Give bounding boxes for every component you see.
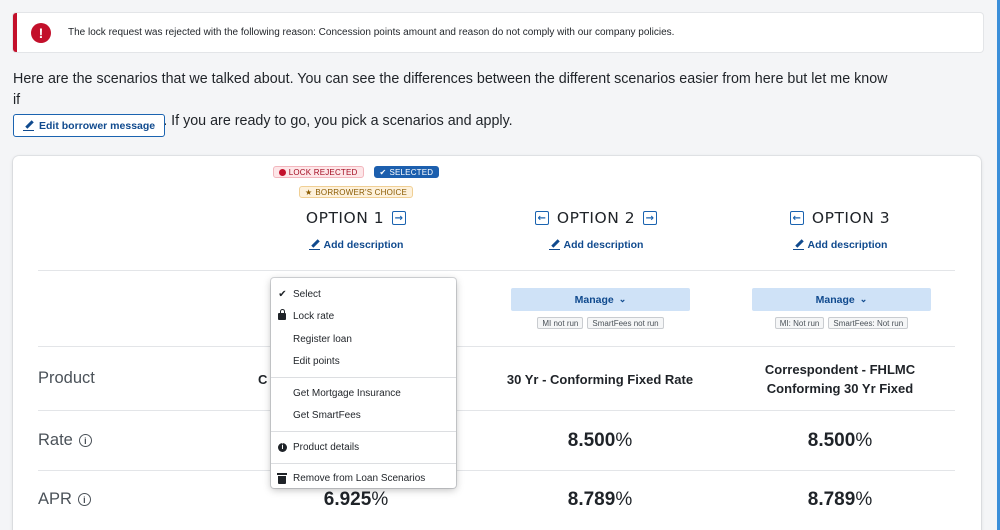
- option-1-header: LOCK REJECTED ✔ SELECTED ★ BORROWER'S CH…: [272, 166, 440, 198]
- borrowers-choice-badge: ★ BORROWER'S CHOICE: [299, 186, 413, 198]
- option-3-title-row: ← OPTION 3: [756, 209, 924, 227]
- chevron-down-icon: ⌄: [618, 294, 627, 304]
- mi-status-tag: MI not run: [537, 317, 584, 329]
- error-icon: !: [31, 22, 51, 43]
- option-3-product: Correspondent - FHLMC Conforming 30 Yr F…: [764, 362, 916, 396]
- option-2-tags: MI not run SmartFees not run: [511, 317, 690, 329]
- info-icon: i: [278, 442, 287, 452]
- pencil-icon: [23, 120, 34, 131]
- move-left-icon[interactable]: ←: [534, 211, 549, 225]
- menu-item-lock-rate[interactable]: Lock rate: [271, 306, 456, 329]
- option-2-product: 30 Yr - Conforming Fixed Rate: [506, 372, 694, 387]
- rate-divider: [38, 470, 955, 471]
- option-3-tags: MI: Not run SmartFees: Not run: [752, 317, 931, 329]
- menu-item-edit-points[interactable]: Edit points: [293, 356, 340, 368]
- menu-item-remove-from-loan-scenarios[interactable]: Remove from Loan Scenarios: [271, 468, 456, 491]
- menu-item-register-loan[interactable]: Register loan: [293, 333, 352, 345]
- checkmark-icon: ✔: [278, 288, 287, 300]
- option-2-title: OPTION 2: [556, 209, 636, 227]
- option-3-apr: 8.789%: [807, 489, 873, 510]
- header-divider: [38, 270, 955, 271]
- pencil-icon: [308, 239, 320, 250]
- chevron-down-icon: ⌄: [859, 294, 868, 304]
- scenarios-card: [13, 156, 981, 530]
- alert-text: The lock request was rejected with the f…: [68, 27, 675, 38]
- menu-separator: [271, 431, 456, 432]
- menu-item-get-mortgage-insurance[interactable]: Get Mortgage Insurance: [293, 387, 401, 399]
- option-1-add-description[interactable]: Add description: [272, 237, 440, 255]
- lock-rejected-alert: ! The lock request was rejected with the…: [13, 13, 983, 52]
- option-2-rate: 8.500%: [567, 430, 633, 451]
- manage-divider: [38, 346, 955, 347]
- option-3-add-description[interactable]: Add description: [756, 237, 924, 255]
- checkmark-icon: ✔: [379, 167, 387, 177]
- alert-dot-icon: [278, 168, 286, 176]
- option-1-apr: 6.925%: [323, 489, 389, 510]
- smartfees-status-tag: SmartFees: Not run: [828, 317, 909, 329]
- info-icon[interactable]: i: [77, 493, 91, 506]
- move-left-icon[interactable]: ←: [789, 211, 804, 225]
- edit-borrower-message-button[interactable]: Edit borrower message: [13, 114, 166, 137]
- mi-status-tag: MI: Not run: [774, 317, 825, 329]
- product-row-label: Product: [38, 369, 95, 387]
- menu-item-get-smartfees[interactable]: Get SmartFees: [293, 410, 361, 422]
- pencil-icon: [792, 239, 804, 250]
- product-divider: [38, 410, 955, 411]
- option-1-actions-menu: ✔ Select Lock rate Register loan Edit po…: [271, 278, 456, 488]
- menu-separator: [271, 462, 456, 464]
- option-3-title: OPTION 3: [811, 209, 891, 227]
- option-3-manage-button[interactable]: Manage ⌄: [752, 288, 931, 311]
- star-icon: ★: [305, 187, 313, 197]
- menu-item-select[interactable]: ✔ Select: [278, 288, 321, 300]
- apr-row-label: APR i: [38, 490, 91, 509]
- rate-row-label: Rate i: [38, 431, 92, 450]
- lock-rejected-badge: LOCK REJECTED: [272, 166, 364, 178]
- menu-separator: [271, 377, 456, 378]
- menu-item-product-details[interactable]: i Product details: [271, 436, 456, 459]
- move-right-icon[interactable]: →: [643, 211, 658, 225]
- trash-icon: [277, 472, 287, 484]
- option-1-title-row: OPTION 1 →: [272, 209, 440, 227]
- pencil-icon: [548, 239, 560, 250]
- window-edge: [997, 0, 1000, 530]
- edit-borrower-message-label: Edit borrower message: [39, 119, 156, 132]
- option-1-product: C: [258, 372, 268, 387]
- option-2-title-row: ← OPTION 2 →: [512, 209, 680, 227]
- option-2-add-description[interactable]: Add description: [512, 237, 680, 255]
- option-2-manage-button[interactable]: Manage ⌄: [511, 288, 690, 311]
- move-right-icon[interactable]: →: [392, 211, 407, 225]
- info-icon[interactable]: i: [78, 434, 92, 447]
- option-3-rate: 8.500%: [807, 430, 873, 451]
- smartfees-status-tag: SmartFees not run: [587, 317, 664, 329]
- option-1-title: OPTION 1: [305, 209, 385, 227]
- borrower-message-line-1: Here are the scenarios that we talked ab…: [13, 71, 888, 108]
- lock-icon: [278, 308, 286, 320]
- option-2-apr: 8.789%: [567, 489, 633, 510]
- selected-badge: ✔ SELECTED: [373, 166, 440, 178]
